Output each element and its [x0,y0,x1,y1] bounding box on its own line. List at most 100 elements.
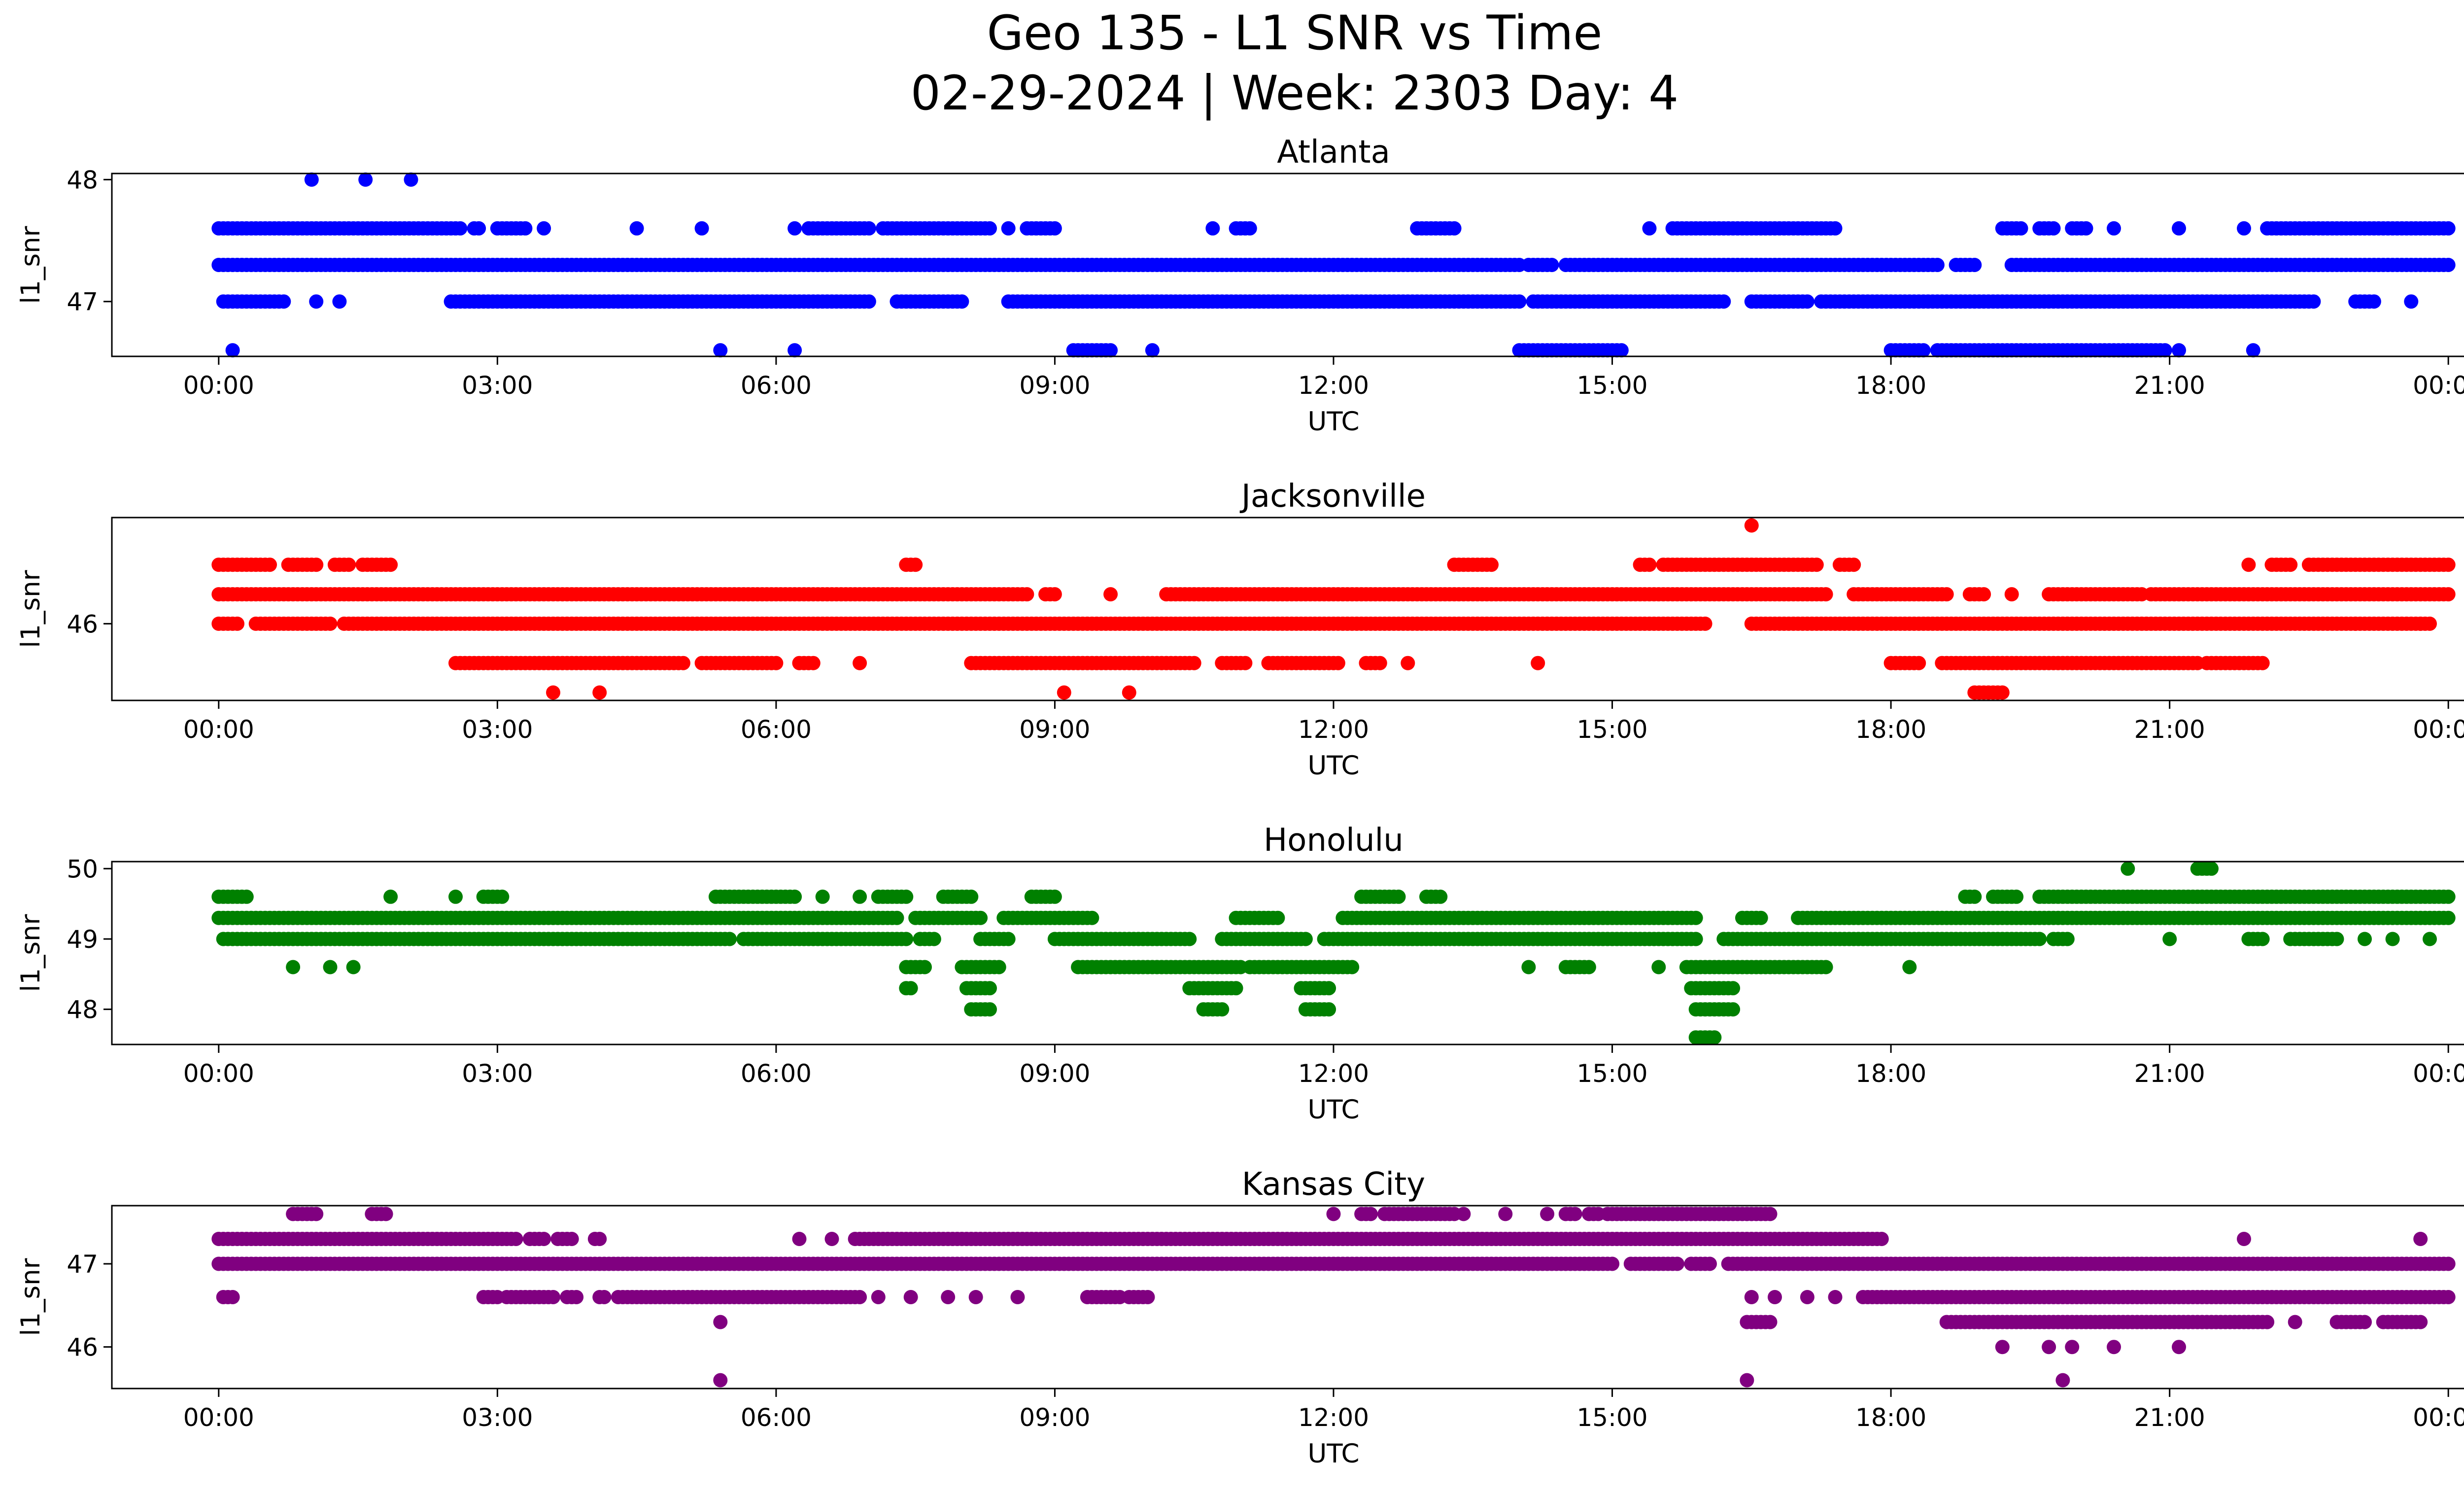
atlanta-title: Atlanta [1277,134,1390,171]
x-tick-label: 15:00 [1577,715,1648,744]
x-tick-label: 21:00 [2134,1403,2205,1432]
data-point [378,1207,393,1221]
data-point [1768,1290,1782,1304]
y-tick-label: 47 [67,1250,98,1279]
data-point [1322,981,1336,996]
data-point [629,221,644,236]
x-tick-label: 00:00 [183,1059,254,1088]
data-point [383,889,398,904]
data-point [1544,258,1559,272]
data-point [1698,616,1712,631]
data-point [1047,221,1062,236]
data-point [861,294,876,309]
data-point [1363,1207,1378,1221]
data-point [1229,981,1243,996]
data-point [537,1232,551,1246]
data-point [1322,1002,1336,1017]
data-point [509,1232,523,1246]
data-point [2241,557,2256,572]
data-point [518,221,533,236]
data-point [453,221,468,236]
data-point [592,1232,607,1246]
data-point [1433,889,1448,904]
data-point [2404,294,2419,309]
data-point [564,1232,579,1246]
data-point [1809,557,1824,572]
data-point [1103,343,1118,358]
data-point [2366,294,2381,309]
x-tick-label: 18:00 [1855,371,1926,400]
data-point [1847,557,1861,572]
x-tick-label: 18:00 [1855,1403,1926,1432]
data-point [2172,1340,2186,1355]
data-point [383,557,398,572]
y-tick-label: 48 [67,996,98,1024]
data-point [2441,1256,2456,1271]
data-point [787,889,802,904]
data-point [1498,1207,1513,1221]
data-point [890,910,904,925]
data-point [903,1290,918,1304]
data-point [2162,932,2177,946]
x-tick-label: 09:00 [1019,1403,1090,1432]
data-point [323,960,338,974]
data-point [1977,587,1991,602]
data-point [2358,1315,2372,1329]
data-point [983,221,997,236]
data-point [955,294,969,309]
data-point [1744,1290,1759,1304]
data-point [1688,910,1703,925]
data-point [304,172,319,187]
x-tick-label: 00:00 [2413,715,2464,744]
data-point [225,1290,240,1304]
kansas-city-y-axis-label: l1_snr [16,1258,46,1336]
data-point [787,221,802,236]
data-point [309,557,324,572]
data-point [2157,343,2172,358]
data-point [2260,1315,2275,1329]
data-point [694,221,709,236]
x-tick-label: 18:00 [1855,715,1926,744]
data-point [1047,889,1062,904]
x-tick-label: 21:00 [2134,715,2205,744]
data-point [2046,221,2061,236]
x-tick-label: 09:00 [1019,371,1090,400]
honolulu-y-axis-label: l1_snr [16,914,46,992]
data-point [899,932,914,946]
data-point [1205,221,1220,236]
data-point [2441,889,2456,904]
data-point [713,1373,728,1388]
data-point [992,960,1006,974]
data-point [495,889,510,904]
atlanta-points [211,172,2456,358]
data-point [1187,656,1201,670]
data-point [713,343,728,358]
data-point [1182,932,1197,946]
data-point [2423,932,2437,946]
x-tick-label: 12:00 [1298,1403,1369,1432]
jacksonville-points [211,518,2456,700]
data-point [908,557,923,572]
data-point [722,932,737,946]
data-point [941,1290,956,1304]
data-point [2441,587,2456,602]
data-point [1345,960,1360,974]
data-point [1651,960,1666,974]
data-point [824,1232,839,1246]
data-point [1916,343,1931,358]
data-point [1614,343,1629,358]
data-point [2441,221,2456,236]
data-point [1912,656,1926,670]
y-tick-label: 48 [67,166,98,194]
data-point [1581,960,1596,974]
x-tick-label: 00:00 [183,715,254,744]
data-point [1010,1290,1025,1304]
data-point [1716,294,1731,309]
data-point [1726,981,1741,996]
kansas-city-title: Kansas City [1242,1166,1425,1203]
data-point [2255,932,2270,946]
data-point [546,685,560,700]
atlanta-y-axis-label: l1_snr [16,226,46,304]
data-point [1670,1256,1684,1271]
x-tick-label: 03:00 [462,371,533,400]
